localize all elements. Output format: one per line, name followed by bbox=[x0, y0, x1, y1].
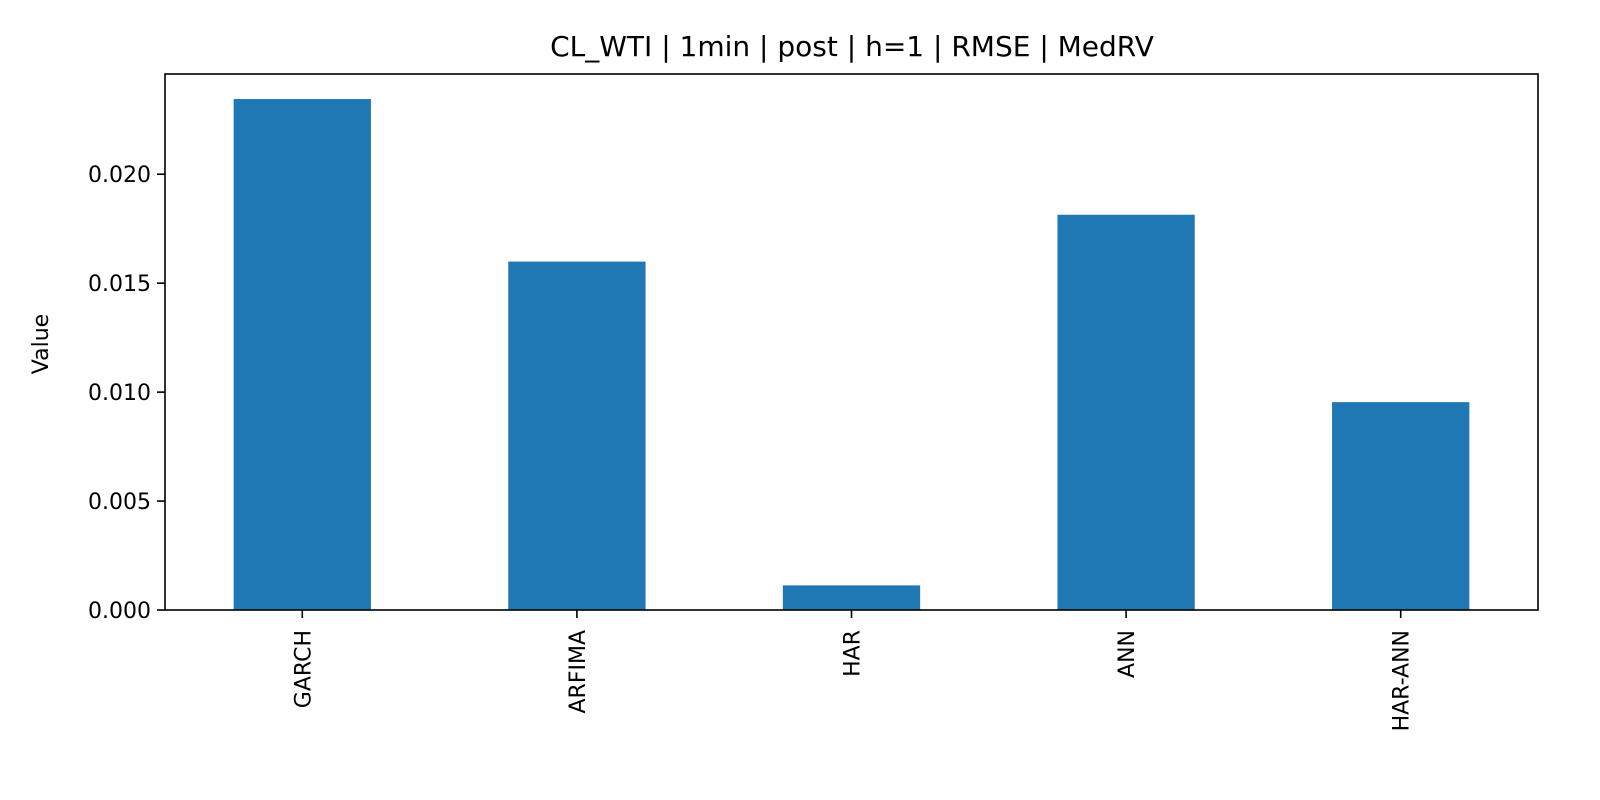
y-tick-label: 0.015 bbox=[88, 272, 151, 297]
y-axis: 0.000 0.005 0.010 0.015 0.020 bbox=[88, 163, 165, 624]
chart-title: CL_WTI | 1min | post | h=1 | RMSE | MedR… bbox=[550, 30, 1154, 63]
y-tick-label: 0.020 bbox=[88, 163, 151, 188]
x-tick-label: HAR bbox=[841, 630, 866, 677]
plot-frame bbox=[164, 73, 1539, 611]
bar-har bbox=[782, 585, 921, 610]
bar-ann bbox=[1057, 214, 1195, 611]
bars-group bbox=[233, 99, 1470, 611]
y-tick-label: 0.005 bbox=[88, 490, 151, 515]
x-tick-label: GARCH bbox=[291, 630, 316, 708]
bar-har-ann bbox=[1332, 402, 1470, 610]
x-tick-label: ANN bbox=[1115, 630, 1140, 678]
bar-garch bbox=[233, 99, 371, 610]
x-tick-label: ARFIMA bbox=[566, 630, 591, 714]
y-axis-label: Value bbox=[29, 314, 54, 374]
bar-arfima bbox=[508, 261, 646, 610]
x-tick-label: HAR-ANN bbox=[1390, 630, 1415, 731]
y-tick-label: 0.010 bbox=[88, 381, 151, 406]
x-axis: GARCH ARFIMA HAR ANN HAR-ANN bbox=[291, 610, 1415, 731]
y-tick-label: 0.000 bbox=[88, 599, 151, 624]
